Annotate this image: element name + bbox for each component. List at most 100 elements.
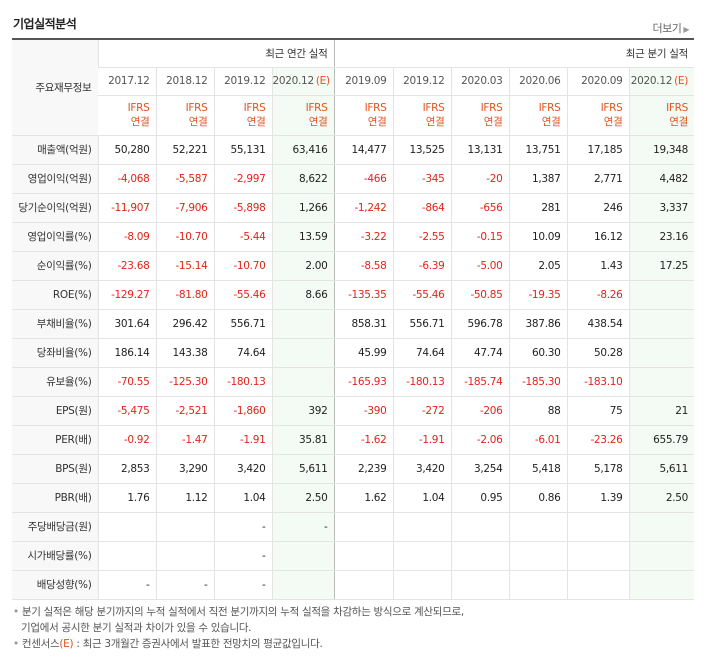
table-cell <box>155 541 214 571</box>
group-annual-header: 최근 연간 실적 <box>97 39 334 68</box>
table-cell: 296.42 <box>155 308 214 339</box>
table-cell: -1.91 <box>392 425 451 455</box>
table-cell: -125.30 <box>155 367 214 397</box>
period-header: 2017.12 <box>98 67 156 96</box>
period-label: 2020.06 <box>519 75 561 87</box>
period-label: 2020.09 <box>581 75 623 87</box>
more-link[interactable]: 더보기 ▶ <box>652 20 689 36</box>
table-row: 당기순이익(억원) -11,907 -7,906 -5,898 1,266 -1,242-… <box>12 193 695 223</box>
row-label: PER(배) <box>12 425 98 455</box>
table-row: 유보율(%) -70.55 -125.30 -180.13 -165.93 -180.13… <box>12 367 695 397</box>
table-cell: 0.86 <box>508 483 567 513</box>
table-cell: 50.28 <box>566 338 629 368</box>
table-cell: 13,751 <box>508 134 567 165</box>
table-cell: 63,416 <box>271 134 334 165</box>
table-cell: -2,997 <box>213 164 272 194</box>
estimate-tag: (E) <box>315 75 330 87</box>
table-cell: 47.74 <box>450 338 509 368</box>
table-cell: - <box>213 570 272 600</box>
table-cell <box>566 511 629 542</box>
table-row: 당좌비율(%) 186.14 143.38 74.64 45.99 74.64 47.74 6… <box>12 338 695 368</box>
table-cell: 13,525 <box>392 134 451 165</box>
period-header: 2019.12 <box>213 67 272 96</box>
period-header: 2020.06 <box>508 67 567 96</box>
period-label: 2019.12 <box>224 75 266 87</box>
table-cell <box>392 511 451 542</box>
row-label: 순이익률(%) <box>12 251 98 281</box>
ifrs-header: IFRS 연결 <box>392 95 451 136</box>
consolidated-label: 연결 <box>188 116 208 128</box>
table-cell: 2.00 <box>271 251 334 281</box>
table-cell: -135.35 <box>333 280 393 310</box>
table-cell: 2.50 <box>628 483 695 513</box>
table-cell <box>333 511 393 542</box>
consolidated-label: 연결 <box>669 116 689 128</box>
table-cell: -5.44 <box>213 222 272 252</box>
row-label: 주당배당금(원) <box>12 511 98 542</box>
table-cell: 50,280 <box>97 134 156 165</box>
period-label: 2017.12 <box>108 75 150 87</box>
table-cell: 1.76 <box>97 483 156 513</box>
period-header: 2019.12 <box>392 67 451 96</box>
consolidated-label: 연결 <box>246 116 266 128</box>
table-cell: -185.74 <box>450 367 509 397</box>
table-cell: 74.64 <box>392 338 451 368</box>
table-cell: 13.59 <box>271 222 334 252</box>
period-header: 2018.12 <box>155 67 214 96</box>
table-row: PER(배) -0.92 -1.47 -1.91 35.81 -1.62 -1.91 -2.0… <box>12 425 695 455</box>
table-cell <box>628 541 695 571</box>
table-cell: -2.55 <box>392 222 451 252</box>
table-cell: 13,131 <box>450 134 509 165</box>
table-cell: 17.25 <box>628 251 695 281</box>
period-label: 2020.12 <box>272 75 314 87</box>
table-cell: 3,420 <box>213 454 272 484</box>
table-cell: 74.64 <box>213 338 272 368</box>
period-label: 2019.09 <box>345 75 387 87</box>
row-label: 영업이익(억원) <box>12 164 98 194</box>
table-cell: -20 <box>450 164 509 194</box>
table-cell: 1.04 <box>392 483 451 513</box>
table-cell: -165.93 <box>333 367 393 397</box>
table-cell: 2.05 <box>508 251 567 281</box>
table-cell: -1,242 <box>333 193 393 223</box>
table-cell <box>508 511 567 542</box>
table-row: 시가배당률(%) - <box>12 541 695 571</box>
bullet-icon: • <box>13 638 19 650</box>
ifrs-label: IFRS <box>422 102 445 114</box>
period-header: 2020.09 <box>566 67 629 96</box>
table-cell: -2.06 <box>450 425 509 455</box>
row-label: 영업이익률(%) <box>12 222 98 252</box>
table-cell: 392 <box>271 395 334 426</box>
table-cell: 246 <box>566 193 629 223</box>
table-cell: 556.71 <box>392 308 451 339</box>
table-row: 순이익률(%) -23.68 -15.14 -10.70 2.00 -8.58 -6.39-… <box>12 251 695 281</box>
estimate-tag: (E) <box>674 75 689 87</box>
table-cell <box>271 541 334 571</box>
table-cell: 5,418 <box>508 454 567 484</box>
table-cell: 8,622 <box>271 164 334 194</box>
table-cell: -70.55 <box>97 367 156 397</box>
ifrs-header: IFRS 연결 <box>271 95 334 136</box>
table-cell: -81.80 <box>155 280 214 310</box>
table-row: ROE(%) -129.27 -81.80 -55.46 8.66 -135.35 -55.… <box>12 280 695 310</box>
table-cell: -5.00 <box>450 251 509 281</box>
table-cell: -11,907 <box>97 193 156 223</box>
table-cell: 3,337 <box>628 193 695 223</box>
ifrs-label: IFRS <box>305 102 328 114</box>
table-row: 매출액(억원) 50,280 52,221 55,131 63,416 14,477 13,… <box>12 134 695 165</box>
period-label: 2019.12 <box>403 75 445 87</box>
table-cell: -23.68 <box>97 251 156 281</box>
table-cell: - <box>97 570 156 600</box>
table-cell <box>508 570 567 600</box>
table-cell: 5,178 <box>566 454 629 484</box>
table-cell: 1,387 <box>508 164 567 194</box>
financial-table: 주요재무정보 최근 연간 실적 최근 분기 실적 2017.12 2018.12 2019… <box>12 38 695 600</box>
table-cell: 3,420 <box>392 454 451 484</box>
corner-label: 주요재무정보 <box>35 81 92 94</box>
group-quarter-header: 최근 분기 실적 <box>333 39 695 68</box>
ifrs-header: IFRS 연결 <box>155 95 214 136</box>
note-quarterly-cont: 기업에서 공시한 분기 실적과 차이가 있을 수 있습니다. <box>21 622 252 634</box>
period-header: 2020.12 (E) <box>628 67 695 96</box>
ifrs-header: IFRS 연결 <box>98 95 156 136</box>
table-cell: 2,853 <box>97 454 156 484</box>
